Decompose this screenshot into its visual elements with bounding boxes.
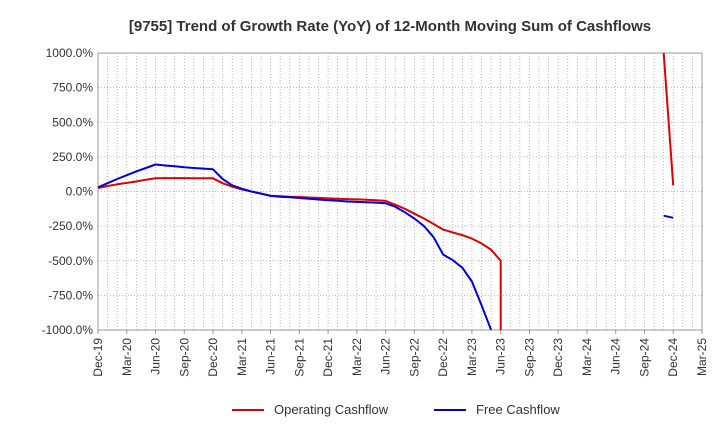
- operating-cashflow-line: [98, 177, 502, 330]
- x-tick-label: Sep-24: [637, 338, 651, 377]
- x-tick-label: Mar-23: [465, 338, 479, 376]
- x-tick-label: Dec-19: [91, 338, 105, 377]
- x-tick-label: Jun-22: [379, 338, 393, 375]
- legend: Operating Cashflow Free Cashflow: [232, 402, 560, 417]
- free-cashflow-line: [663, 214, 674, 219]
- y-tick-label: 750.0%: [52, 81, 93, 95]
- x-tick-label: Sep-23: [522, 338, 536, 377]
- plot-frame: [97, 52, 703, 331]
- x-tick-label: Jun-21: [264, 338, 278, 375]
- grid: [98, 52, 702, 331]
- y-tick-label: 1000.0%: [46, 46, 94, 60]
- x-tick-label: Dec-22: [436, 338, 450, 377]
- x-tick-label: Jun-23: [494, 338, 508, 375]
- y-tick-label: -250.0%: [48, 219, 93, 233]
- x-tick-label: Mar-24: [580, 338, 594, 376]
- x-tick-label: Sep-20: [177, 338, 191, 377]
- y-tick-label: -500.0%: [48, 254, 93, 268]
- y-tick-label: 0.0%: [66, 185, 94, 199]
- axes: 1000.0% 750.0% 500.0% 250.0% 0.0% -250.0% -500…: [42, 46, 709, 377]
- x-tick-label: Dec-21: [321, 338, 335, 377]
- x-tick-label: Jun-20: [149, 338, 163, 375]
- x-tick-label: Sep-21: [292, 338, 306, 377]
- x-tick-label: Sep-22: [407, 338, 421, 377]
- chart-title: [9755] Trend of Growth Rate (YoY) of 12-…: [129, 18, 651, 35]
- x-tick-label: Dec-24: [666, 338, 680, 377]
- legend-label-free-cashflow: Free Cashflow: [476, 402, 560, 417]
- x-tick-label: Mar-21: [235, 338, 249, 376]
- x-tick-label: Mar-25: [695, 338, 709, 376]
- x-tick-label: Jun-24: [609, 338, 623, 375]
- y-tick-label: -750.0%: [48, 288, 93, 302]
- legend-label-operating-cashflow: Operating Cashflow: [274, 402, 389, 417]
- operating-cashflow-line: [662, 53, 675, 186]
- y-tick-label: 500.0%: [52, 115, 93, 129]
- x-tick-label: Dec-20: [206, 338, 220, 377]
- y-tick-label: -1000.0%: [42, 323, 94, 337]
- free-cashflow-line: [98, 163, 493, 330]
- x-tick-label: Dec-23: [551, 338, 565, 377]
- series-lines: [98, 53, 675, 330]
- y-tick-label: 250.0%: [52, 150, 93, 164]
- x-tick-label: Mar-22: [350, 338, 364, 376]
- x-tick-label: Mar-20: [120, 338, 134, 376]
